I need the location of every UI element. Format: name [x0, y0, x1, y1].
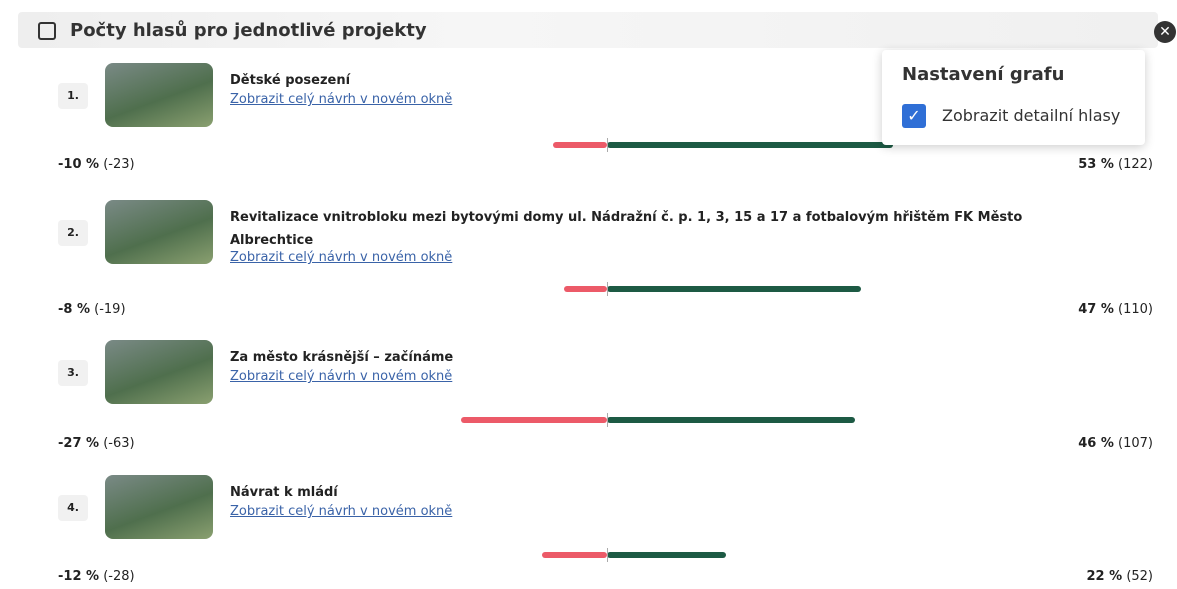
checkbox-label[interactable]: Zobrazit detailní hlasy [942, 106, 1120, 125]
negative-percent: -12 % [58, 569, 99, 584]
project-link[interactable]: Zobrazit celý návrh v novém okně [230, 92, 452, 107]
zero-line [607, 548, 608, 562]
negative-bar [553, 142, 607, 148]
rank-badge: 3. [58, 360, 88, 386]
positive-votes: (52) [1126, 569, 1153, 584]
zero-line [607, 282, 608, 296]
thumbnail [105, 340, 213, 404]
zero-line [607, 413, 608, 427]
negative-votes: (-28) [103, 569, 134, 584]
positive-bar [607, 417, 855, 423]
thumbnail [105, 475, 213, 539]
negative-votes: (-19) [94, 302, 125, 317]
positive-bar [607, 552, 726, 558]
thumbnail [105, 63, 213, 127]
positive-percent: 53 % [1078, 157, 1114, 172]
project-title: Návrat k mládí [230, 481, 1060, 504]
project-link[interactable]: Zobrazit celý návrh v novém okně [230, 504, 452, 519]
settings-title: Nastavení grafu [902, 64, 1064, 85]
project-link[interactable]: Zobrazit celý návrh v novém okně [230, 250, 452, 265]
project-title: Za město krásnější – začínáme [230, 346, 1060, 369]
positive-label: 22 % (52) [1087, 569, 1153, 584]
rank-badge: 1. [58, 83, 88, 109]
negative-votes: (-63) [103, 436, 134, 451]
negative-votes: (-23) [103, 157, 134, 172]
header-icon [38, 22, 56, 40]
rank-badge: 2. [58, 220, 88, 246]
negative-bar [542, 552, 607, 558]
positive-percent: 22 % [1087, 569, 1123, 584]
negative-bar [461, 417, 607, 423]
negative-percent: -8 % [58, 302, 90, 317]
positive-votes: (122) [1118, 157, 1153, 172]
header-title: Počty hlasů pro jednotlivé projekty [70, 20, 427, 41]
positive-label: 47 % (110) [1078, 302, 1153, 317]
close-button[interactable]: ✕ [1154, 21, 1176, 43]
positive-percent: 46 % [1078, 436, 1114, 451]
positive-percent: 47 % [1078, 302, 1114, 317]
thumbnail [105, 200, 213, 264]
project-title: Revitalizace vnitrobloku mezi bytovými d… [230, 206, 1060, 252]
rank-badge: 4. [58, 495, 88, 521]
checkbox[interactable]: ✓ [902, 104, 926, 128]
positive-label: 53 % (122) [1078, 157, 1153, 172]
zero-line [607, 138, 608, 152]
negative-label: -12 % (-28) [58, 569, 135, 584]
project-link[interactable]: Zobrazit celý návrh v novém okně [230, 369, 452, 384]
positive-bar [607, 142, 893, 148]
negative-percent: -27 % [58, 436, 99, 451]
negative-percent: -10 % [58, 157, 99, 172]
positive-votes: (110) [1118, 302, 1153, 317]
positive-label: 46 % (107) [1078, 436, 1153, 451]
positive-bar [607, 286, 861, 292]
page: Počty hlasů pro jednotlivé projekty ✕ ((… [0, 0, 1177, 589]
negative-label: -8 % (-19) [58, 302, 126, 317]
negative-label: -27 % (-63) [58, 436, 135, 451]
negative-bar [564, 286, 607, 292]
positive-votes: (107) [1118, 436, 1153, 451]
negative-label: -10 % (-23) [58, 157, 135, 172]
